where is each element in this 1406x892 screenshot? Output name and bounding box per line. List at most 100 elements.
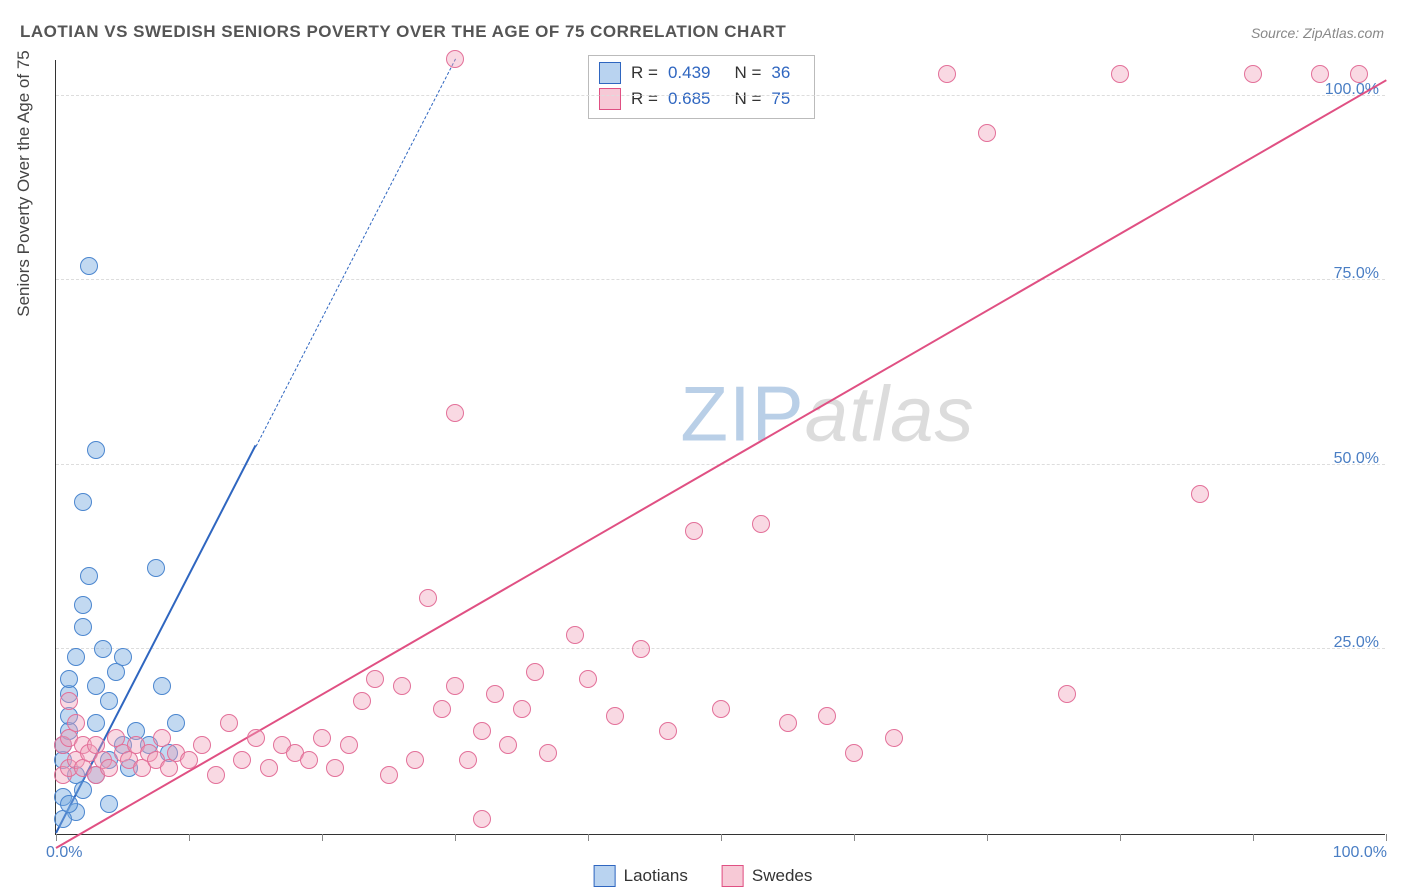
data-point <box>938 65 956 83</box>
data-point <box>885 729 903 747</box>
data-point <box>74 596 92 614</box>
data-point <box>313 729 331 747</box>
data-point <box>167 714 185 732</box>
data-point <box>247 729 265 747</box>
x-tick <box>1386 834 1387 841</box>
data-point <box>180 751 198 769</box>
x-tick <box>1253 834 1254 841</box>
data-point <box>473 810 491 828</box>
data-point <box>380 766 398 784</box>
legend-label: Swedes <box>752 866 812 886</box>
y-tick-label: 75.0% <box>1334 265 1379 283</box>
data-point <box>779 714 797 732</box>
data-point <box>87 441 105 459</box>
r-value: 0.685 <box>668 89 711 109</box>
data-point <box>87 714 105 732</box>
data-point <box>486 685 504 703</box>
x-tick <box>189 834 190 841</box>
legend-item: Swedes <box>722 865 812 887</box>
gridline-h <box>56 648 1385 649</box>
data-point <box>60 795 78 813</box>
source-attribution: Source: ZipAtlas.com <box>1251 25 1384 41</box>
data-point <box>419 589 437 607</box>
data-point <box>1191 485 1209 503</box>
legend-label: Laotians <box>624 866 688 886</box>
n-label: N = <box>734 89 761 109</box>
legend-swatch <box>594 865 616 887</box>
data-point <box>406 751 424 769</box>
legend-swatch <box>599 62 621 84</box>
y-axis-title: Seniors Poverty Over the Age of 75 <box>14 50 34 316</box>
data-point <box>80 257 98 275</box>
trend-line <box>255 58 455 446</box>
n-value: 36 <box>771 63 790 83</box>
x-axis-min-label: 0.0% <box>46 844 82 862</box>
y-tick-label: 50.0% <box>1334 450 1379 468</box>
data-point <box>220 714 238 732</box>
x-tick <box>987 834 988 841</box>
gridline-h <box>56 95 1385 96</box>
data-point <box>632 640 650 658</box>
stats-row: R = 0.685 N = 75 <box>599 86 804 112</box>
gridline-h <box>56 279 1385 280</box>
data-point <box>67 714 85 732</box>
data-point <box>1058 685 1076 703</box>
data-point <box>260 759 278 777</box>
x-tick <box>322 834 323 841</box>
legend-item: Laotians <box>594 865 688 887</box>
data-point <box>100 795 118 813</box>
r-label: R = <box>631 89 658 109</box>
data-point <box>153 677 171 695</box>
data-point <box>393 677 411 695</box>
n-value: 75 <box>771 89 790 109</box>
data-point <box>147 559 165 577</box>
x-tick <box>455 834 456 841</box>
data-point <box>845 744 863 762</box>
data-point <box>473 722 491 740</box>
x-axis-max-label: 100.0% <box>1333 844 1387 862</box>
data-point <box>193 736 211 754</box>
data-point <box>818 707 836 725</box>
data-point <box>978 124 996 142</box>
watermark: ZIPatlas <box>680 368 974 459</box>
data-point <box>153 729 171 747</box>
data-point <box>446 677 464 695</box>
data-point <box>114 648 132 666</box>
data-point <box>446 50 464 68</box>
stats-row: R =0.439N =36 <box>599 60 804 86</box>
data-point <box>1111 65 1129 83</box>
data-point <box>94 640 112 658</box>
x-tick <box>588 834 589 841</box>
data-point <box>60 670 78 688</box>
data-point <box>659 722 677 740</box>
data-point <box>752 515 770 533</box>
data-point <box>233 751 251 769</box>
data-point <box>1350 65 1368 83</box>
n-label: N = <box>734 63 761 83</box>
data-point <box>67 648 85 666</box>
data-point <box>685 522 703 540</box>
data-point <box>300 751 318 769</box>
data-point <box>74 781 92 799</box>
data-point <box>712 700 730 718</box>
data-point <box>1244 65 1262 83</box>
legend-swatch <box>599 88 621 110</box>
data-point <box>433 700 451 718</box>
x-tick <box>854 834 855 841</box>
data-point <box>366 670 384 688</box>
data-point <box>446 404 464 422</box>
data-point <box>606 707 624 725</box>
data-point <box>87 677 105 695</box>
data-point <box>60 692 78 710</box>
data-point <box>100 759 118 777</box>
x-tick <box>721 834 722 841</box>
legend-swatch <box>722 865 744 887</box>
data-point <box>499 736 517 754</box>
data-point <box>566 626 584 644</box>
data-point <box>340 736 358 754</box>
data-point <box>513 700 531 718</box>
chart-title: LAOTIAN VS SWEDISH SENIORS POVERTY OVER … <box>20 22 786 42</box>
series-legend: Laotians Swedes <box>594 865 813 887</box>
r-label: R = <box>631 63 658 83</box>
data-point <box>579 670 597 688</box>
